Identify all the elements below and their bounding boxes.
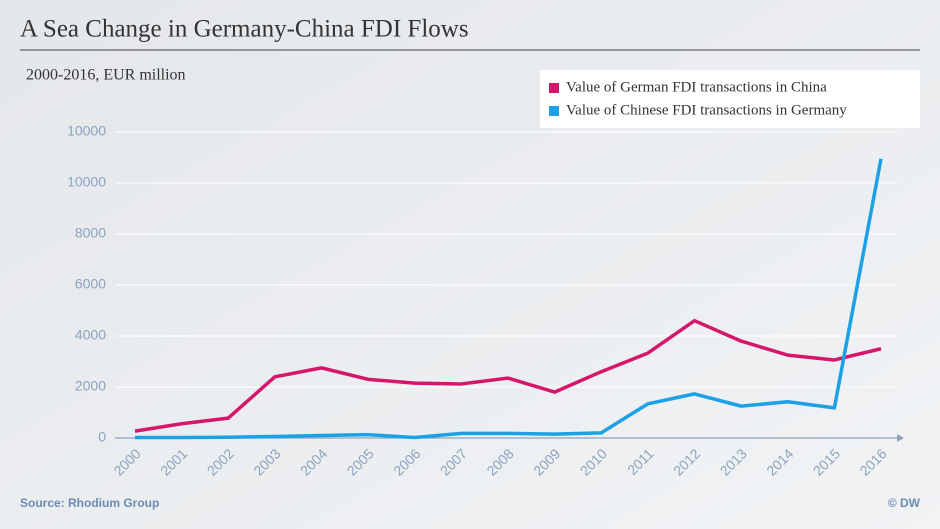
y-tick-label: 6000 bbox=[75, 276, 106, 292]
subtitle: 2000-2016, EUR million bbox=[26, 67, 186, 84]
series-line bbox=[134, 318, 882, 433]
legend-label: Value of Chinese FDI transactions in Ger… bbox=[566, 102, 847, 118]
credit: © DW bbox=[888, 496, 921, 510]
chart-title: A Sea Change in Germany-China FDI Flows bbox=[20, 16, 469, 43]
legend-box bbox=[540, 70, 920, 128]
legend-label: Value of German FDI transactions in Chin… bbox=[566, 79, 827, 95]
y-tick-label: 4000 bbox=[75, 327, 106, 343]
x-axis-arrow bbox=[897, 434, 904, 442]
y-tick-label: 0 bbox=[98, 429, 106, 445]
source: Source: Rhodium Group bbox=[20, 496, 159, 510]
legend-swatch bbox=[549, 106, 559, 116]
series-line bbox=[135, 158, 883, 440]
y-tick-label: 2000 bbox=[75, 378, 106, 394]
legend-swatch bbox=[549, 83, 559, 93]
y-tick-label: 8000 bbox=[75, 225, 106, 241]
y-tick-label: 10000 bbox=[67, 174, 106, 190]
y-tick-label: 10000 bbox=[67, 123, 106, 139]
